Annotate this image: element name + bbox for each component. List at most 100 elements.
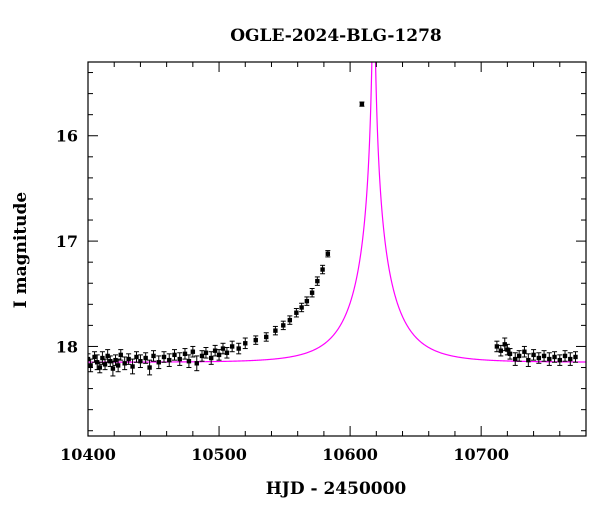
data-point bbox=[498, 344, 504, 357]
data-marker bbox=[177, 356, 182, 362]
data-point bbox=[304, 296, 310, 306]
data-marker bbox=[287, 317, 293, 323]
data-marker bbox=[309, 290, 315, 295]
data-point bbox=[156, 355, 162, 370]
data-marker bbox=[236, 346, 241, 351]
data-point bbox=[161, 351, 167, 363]
data-point bbox=[562, 350, 568, 362]
data-marker bbox=[573, 354, 578, 360]
data-point bbox=[151, 350, 157, 362]
data-point bbox=[546, 352, 552, 366]
data-marker bbox=[216, 352, 222, 358]
data-point bbox=[115, 358, 121, 373]
data-marker bbox=[194, 361, 199, 366]
data-marker bbox=[143, 355, 148, 361]
data-point bbox=[88, 358, 94, 373]
data-point bbox=[110, 360, 116, 377]
data-point bbox=[171, 349, 177, 361]
data-marker bbox=[325, 251, 331, 256]
data-point bbox=[224, 347, 230, 359]
data-point bbox=[208, 351, 214, 365]
data-marker bbox=[186, 359, 192, 364]
data-marker bbox=[562, 353, 568, 359]
data-point bbox=[203, 347, 209, 359]
data-point bbox=[97, 361, 103, 374]
data-point bbox=[512, 352, 518, 366]
data-point bbox=[92, 351, 98, 363]
data-point bbox=[516, 350, 522, 362]
data-marker bbox=[102, 362, 108, 367]
data-point bbox=[194, 355, 200, 372]
data-marker bbox=[505, 347, 510, 352]
data-marker bbox=[190, 349, 196, 354]
data-marker bbox=[568, 356, 573, 362]
data-marker bbox=[557, 357, 562, 363]
data-marker bbox=[294, 310, 299, 315]
data-point bbox=[525, 353, 531, 367]
data-marker bbox=[138, 359, 143, 364]
data-point bbox=[325, 250, 331, 258]
data-point bbox=[494, 340, 500, 353]
data-point bbox=[541, 350, 547, 362]
data-point bbox=[242, 337, 248, 350]
data-point bbox=[567, 352, 573, 366]
data-point bbox=[314, 276, 320, 286]
data-marker bbox=[130, 364, 135, 369]
data-marker bbox=[113, 357, 118, 363]
data-marker bbox=[100, 355, 105, 361]
data-marker bbox=[105, 353, 110, 359]
model-curve bbox=[88, 62, 586, 363]
data-marker bbox=[182, 351, 188, 357]
data-marker bbox=[224, 350, 230, 355]
data-marker bbox=[536, 355, 542, 361]
data-marker bbox=[208, 355, 214, 361]
data-marker bbox=[94, 360, 100, 365]
data-marker bbox=[97, 365, 102, 370]
data-point bbox=[212, 344, 218, 357]
data-point bbox=[299, 302, 305, 313]
data-marker bbox=[118, 352, 123, 358]
data-point bbox=[186, 354, 192, 369]
data-point bbox=[287, 315, 293, 325]
data-point bbox=[253, 335, 259, 345]
data-marker bbox=[299, 305, 304, 310]
data-marker bbox=[110, 366, 116, 371]
data-marker bbox=[243, 341, 248, 346]
x-tick-label: 10700 bbox=[453, 445, 509, 464]
data-point bbox=[99, 351, 105, 365]
data-marker bbox=[88, 363, 93, 368]
data-marker bbox=[212, 348, 218, 353]
data-marker bbox=[134, 354, 139, 360]
data-marker bbox=[541, 353, 547, 359]
data-point bbox=[126, 353, 132, 365]
data-point bbox=[236, 342, 242, 355]
data-point bbox=[320, 264, 326, 275]
data-marker bbox=[151, 353, 156, 359]
data-point bbox=[216, 349, 222, 361]
data-point bbox=[280, 320, 286, 331]
data-point bbox=[557, 354, 563, 366]
data-point bbox=[166, 353, 172, 367]
data-marker bbox=[552, 354, 557, 360]
data-point bbox=[272, 325, 278, 336]
data-marker bbox=[507, 351, 513, 357]
data-point bbox=[220, 342, 226, 355]
data-marker bbox=[147, 365, 152, 370]
data-point bbox=[309, 288, 315, 298]
data-point bbox=[133, 351, 139, 363]
data-marker bbox=[304, 298, 310, 304]
data-point bbox=[263, 332, 269, 342]
data-marker bbox=[126, 356, 131, 362]
data-point bbox=[177, 352, 183, 366]
data-point bbox=[536, 352, 542, 364]
data-marker bbox=[253, 337, 258, 343]
data-marker bbox=[281, 323, 286, 328]
data-marker bbox=[161, 354, 167, 360]
data-marker bbox=[115, 363, 121, 368]
data-marker bbox=[264, 334, 269, 340]
data-marker bbox=[494, 344, 500, 349]
y-tick-label: 16 bbox=[56, 127, 78, 146]
y-axis-label: I magnitude bbox=[11, 192, 31, 309]
data-point bbox=[293, 308, 299, 318]
